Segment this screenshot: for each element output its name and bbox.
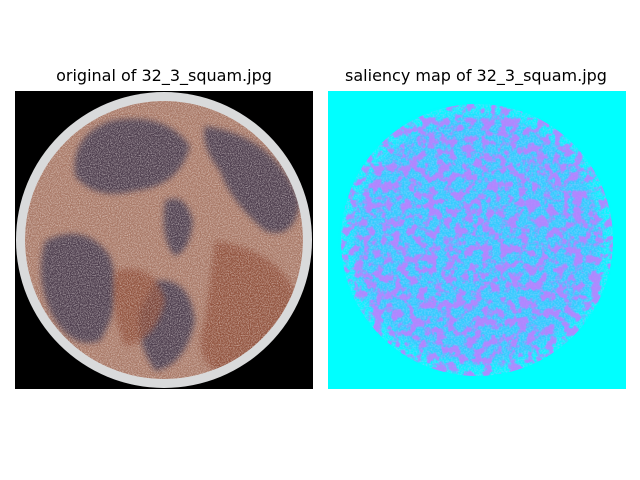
saliency-blobs [341,104,613,376]
original-title: original of 32_3_squam.jpg [56,66,272,85]
tissue-core [25,101,303,379]
original-image [15,91,313,389]
saliency-map-image [328,91,626,389]
saliency-title: saliency map of 32_3_squam.jpg [345,66,607,85]
saliency-image [328,91,626,389]
tissue-core-image [15,91,313,389]
saliency-hotspots [341,104,613,376]
cell-speckle-texture [25,101,303,379]
